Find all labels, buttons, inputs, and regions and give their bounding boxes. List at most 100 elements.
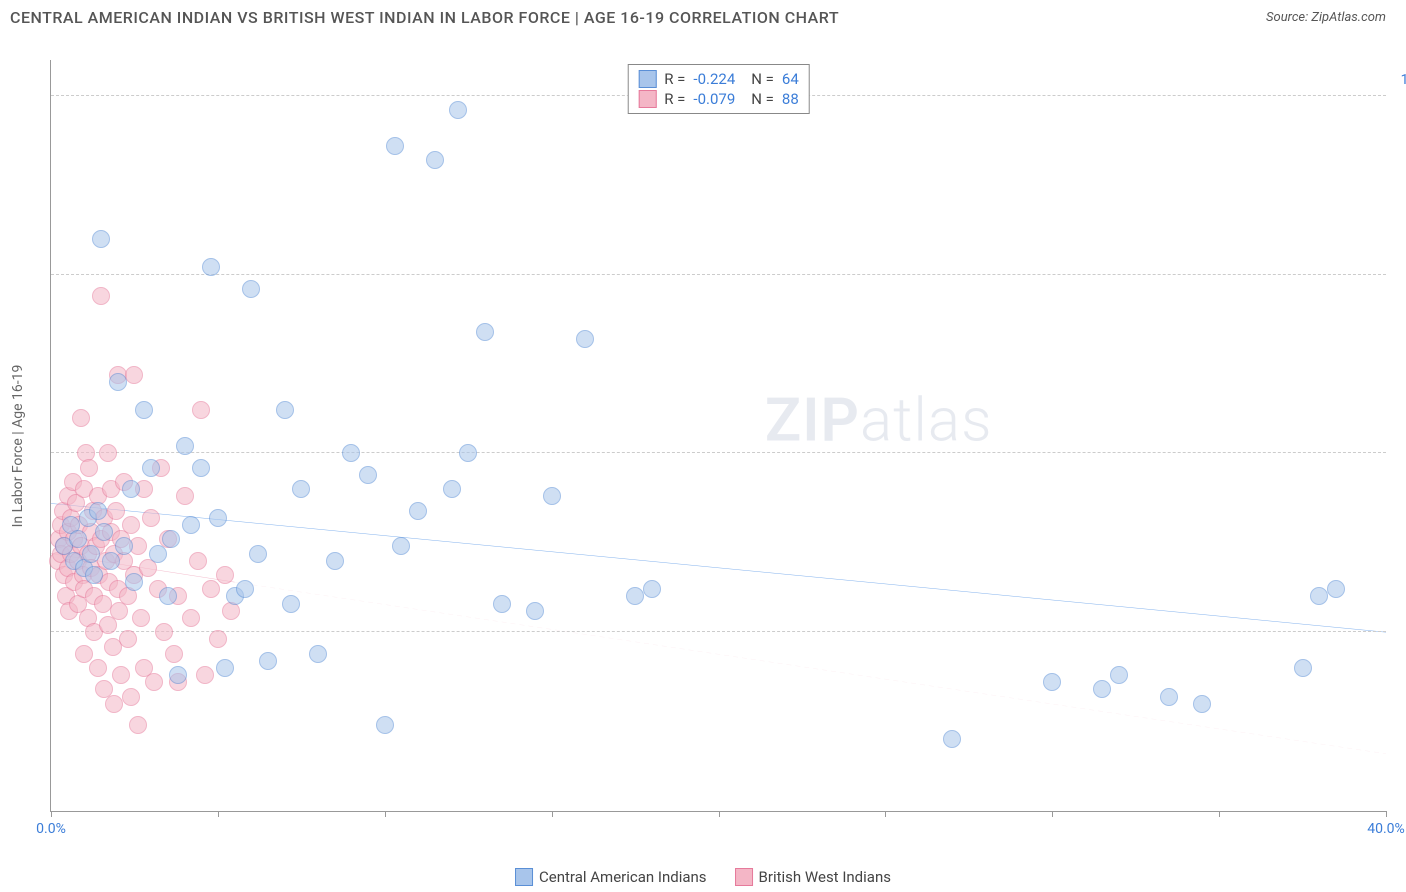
y-axis-title: In Labor Force | Age 16-19 <box>10 365 26 528</box>
series-legend-item: British West Indians <box>735 868 891 886</box>
legend-swatch <box>515 868 533 886</box>
x-tick <box>218 811 219 817</box>
scatter-point <box>209 509 227 527</box>
scatter-point <box>1110 666 1128 684</box>
scatter-point <box>276 401 294 419</box>
scatter-point <box>75 645 93 663</box>
scatter-point <box>89 659 107 677</box>
scatter-point <box>443 480 461 498</box>
scatter-point <box>182 609 200 627</box>
scatter-point <box>376 716 394 734</box>
x-tick <box>552 811 553 817</box>
chart-title: CENTRAL AMERICAN INDIAN VS BRITISH WEST … <box>10 8 839 27</box>
legend-r-value: -0.224 <box>693 70 735 88</box>
scatter-point <box>526 602 544 620</box>
scatter-point <box>249 545 267 563</box>
scatter-point <box>82 545 100 563</box>
scatter-point <box>386 137 404 155</box>
scatter-point <box>326 552 344 570</box>
chart-header: CENTRAL AMERICAN INDIAN VS BRITISH WEST … <box>0 0 1406 31</box>
scatter-point <box>1294 659 1312 677</box>
trend-lines <box>51 60 1386 811</box>
scatter-point <box>202 258 220 276</box>
scatter-point <box>493 595 511 613</box>
scatter-point <box>107 502 125 520</box>
legend-swatch <box>735 868 753 886</box>
scatter-point <box>176 437 194 455</box>
scatter-point <box>309 645 327 663</box>
legend-r-label: R = <box>664 90 685 108</box>
scatter-point <box>182 516 200 534</box>
scatter-point <box>189 552 207 570</box>
y-tick-label: 75.0% <box>1391 251 1406 267</box>
scatter-point <box>1193 695 1211 713</box>
scatter-point <box>342 444 360 462</box>
scatter-point <box>142 459 160 477</box>
series-legend-label: Central American Indians <box>539 868 707 886</box>
x-tick <box>1219 811 1220 817</box>
scatter-point <box>169 666 187 684</box>
scatter-point <box>99 444 117 462</box>
scatter-point <box>292 480 310 498</box>
scatter-point <box>109 373 127 391</box>
scatter-point <box>1327 580 1345 598</box>
scatter-point <box>105 695 123 713</box>
correlation-legend: R = -0.224N = 64R = -0.079N = 88 <box>627 64 810 114</box>
scatter-point <box>1093 680 1111 698</box>
scatter-point <box>89 502 107 520</box>
scatter-point <box>202 580 220 598</box>
scatter-point <box>115 537 133 555</box>
scatter-point <box>159 587 177 605</box>
scatter-point <box>192 401 210 419</box>
scatter-point <box>409 502 427 520</box>
scatter-point <box>99 616 117 634</box>
scatter-point <box>176 487 194 505</box>
chart-source: Source: ZipAtlas.com <box>1266 10 1386 25</box>
gridline <box>51 452 1386 453</box>
scatter-point <box>162 530 180 548</box>
scatter-point <box>426 151 444 169</box>
legend-swatch <box>638 90 656 108</box>
scatter-point <box>216 659 234 677</box>
scatter-point <box>122 516 140 534</box>
scatter-point <box>122 688 140 706</box>
scatter-point <box>69 530 87 548</box>
x-tick <box>1052 811 1053 817</box>
scatter-point <box>359 466 377 484</box>
scatter-point <box>85 566 103 584</box>
scatter-point <box>165 645 183 663</box>
scatter-point <box>626 587 644 605</box>
scatter-point <box>92 287 110 305</box>
scatter-point <box>282 595 300 613</box>
legend-n-label: N = <box>751 70 774 88</box>
scatter-point <box>80 459 98 477</box>
scatter-point <box>1043 673 1061 691</box>
y-tick-label: 50.0% <box>1391 429 1406 445</box>
scatter-point <box>135 401 153 419</box>
scatter-point <box>196 666 214 684</box>
series-legend-label: British West Indians <box>759 868 891 886</box>
correlation-legend-row: R = -0.079N = 88 <box>638 89 799 109</box>
scatter-point <box>125 573 143 591</box>
scatter-point <box>242 280 260 298</box>
scatter-point <box>259 652 277 670</box>
scatter-point <box>1160 688 1178 706</box>
gridline <box>51 631 1386 632</box>
correlation-legend-row: R = -0.224N = 64 <box>638 69 799 89</box>
series-legend: Central American Indians British West Ind… <box>515 868 891 886</box>
x-tick-label: 40.0% <box>1367 821 1405 837</box>
scatter-point <box>94 595 112 613</box>
scatter-point <box>155 623 173 641</box>
legend-n-label: N = <box>751 90 774 108</box>
x-tick <box>1386 811 1387 817</box>
scatter-point <box>192 459 210 477</box>
scatter-point <box>72 409 90 427</box>
scatter-point <box>1310 587 1328 605</box>
scatter-point <box>145 673 163 691</box>
scatter-point <box>543 487 561 505</box>
x-tick <box>385 811 386 817</box>
scatter-point <box>129 716 147 734</box>
x-tick <box>885 811 886 817</box>
series-legend-item: Central American Indians <box>515 868 707 886</box>
legend-n-value: 88 <box>782 90 799 108</box>
